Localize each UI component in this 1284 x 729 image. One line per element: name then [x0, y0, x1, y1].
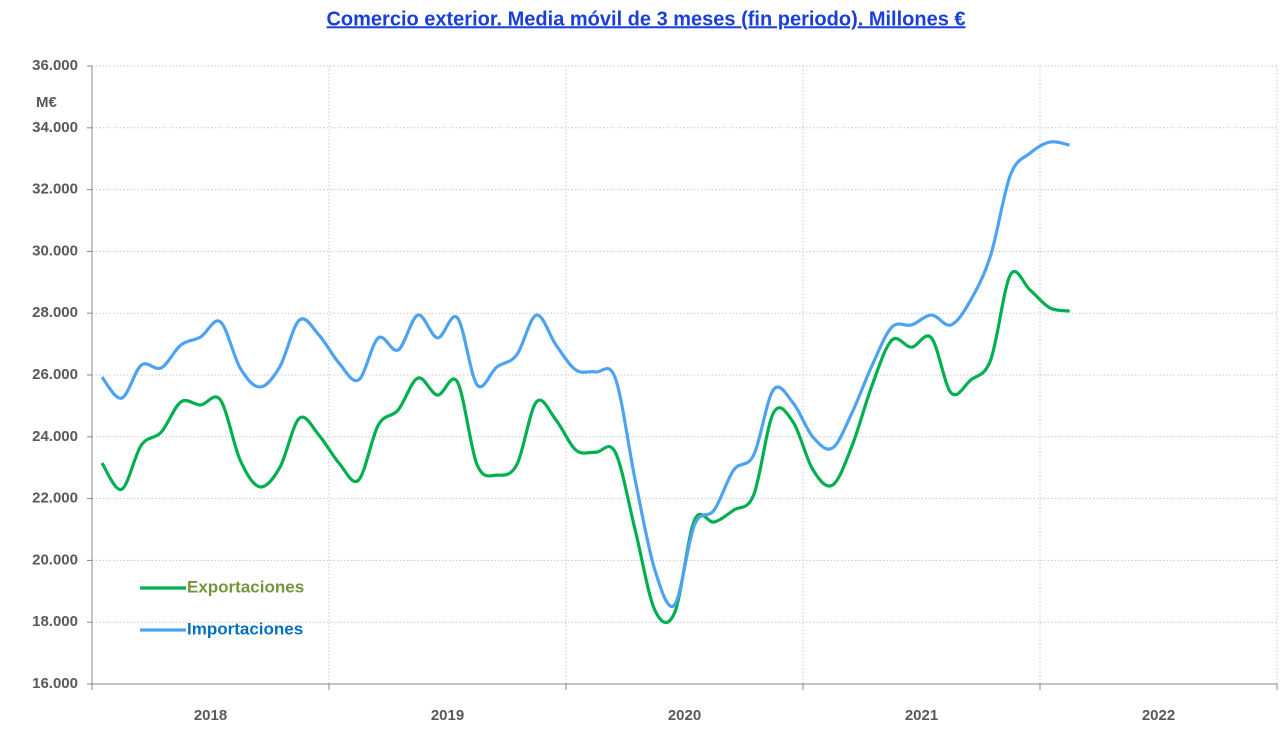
x-tick-label: 2018 [194, 707, 227, 724]
y-tick-label: 30.000 [32, 242, 78, 259]
y-tick-label: 20.000 [32, 551, 78, 568]
y-tick-label: 26.000 [32, 366, 78, 383]
y-tick-label: 32.000 [32, 181, 78, 198]
chart-title: Comercio exterior. Media móvil de 3 mese… [326, 8, 965, 30]
y-unit-label: M€ [36, 94, 57, 111]
legend-label: Exportaciones [187, 577, 304, 596]
series-line [100, 269, 1070, 624]
legend-label: Importaciones [187, 619, 303, 638]
y-tick-label: 18.000 [32, 613, 78, 630]
y-tick-label: 16.000 [32, 675, 78, 692]
y-tick-label: 24.000 [32, 428, 78, 445]
x-tick-label: 2020 [668, 707, 701, 724]
x-tick-label: 2021 [905, 707, 938, 724]
x-tick-label: 2019 [431, 707, 464, 724]
x-tick-label: 2022 [1142, 707, 1175, 724]
y-tick-label: 34.000 [32, 119, 78, 136]
series-line [100, 140, 1070, 609]
y-tick-label: 36.000 [32, 57, 78, 74]
y-tick-label: 28.000 [32, 304, 78, 321]
y-tick-label: 22.000 [32, 490, 78, 507]
